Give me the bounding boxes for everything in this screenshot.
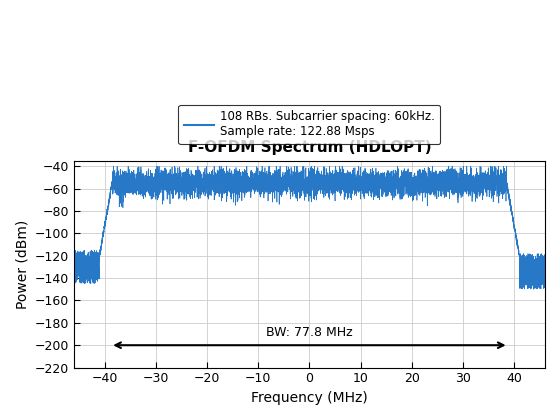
Y-axis label: Power (dBm): Power (dBm)	[15, 220, 29, 309]
Legend: 108 RBs. Subcarrier spacing: 60kHz.
Sample rate: 122.88 Msps: 108 RBs. Subcarrier spacing: 60kHz. Samp…	[178, 105, 441, 144]
X-axis label: Frequency (MHz): Frequency (MHz)	[251, 391, 368, 405]
Title: F-OFDM Spectrum (HDLOPT): F-OFDM Spectrum (HDLOPT)	[188, 140, 431, 155]
Text: BW: 77.8 MHz: BW: 77.8 MHz	[266, 326, 353, 339]
